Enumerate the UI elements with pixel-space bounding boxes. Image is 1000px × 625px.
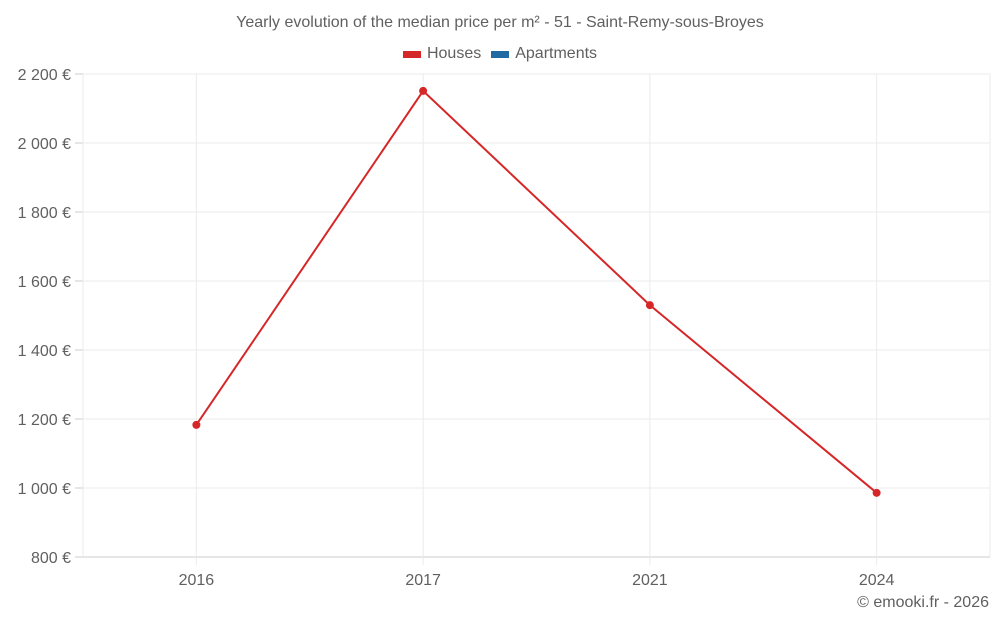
data-point-houses <box>192 420 201 429</box>
y-tick-label: 1 800 € <box>18 205 71 222</box>
legend-label-apartments: Apartments <box>515 45 598 62</box>
legend-item-houses[interactable]: Houses <box>402 45 482 63</box>
x-tick-label: 2021 <box>632 572 668 589</box>
y-tick-label: 1 200 € <box>18 412 71 429</box>
apartments-swatch-icon <box>491 50 510 58</box>
credit-text: © emooki.fr - 2026 <box>857 594 989 611</box>
data-point-houses <box>419 86 428 95</box>
y-tick-label: 800 € <box>31 550 71 567</box>
x-tick-label: 2016 <box>179 572 215 589</box>
legend-label-houses: Houses <box>426 45 482 62</box>
x-tick-label: 2024 <box>859 572 895 589</box>
x-tick-label: 2017 <box>405 572 441 589</box>
legend: Houses Apartments <box>0 45 1000 63</box>
y-tick-label: 2 200 € <box>18 67 71 84</box>
houses-swatch-icon <box>402 50 421 58</box>
y-tick-label: 1 600 € <box>18 274 71 291</box>
series-line-houses <box>195 89 878 494</box>
y-tick-label: 1 000 € <box>18 481 71 498</box>
data-point-houses <box>872 488 881 497</box>
y-tick-label: 2 000 € <box>18 136 71 153</box>
chart-title: Yearly evolution of the median price per… <box>236 14 764 31</box>
y-tick-label: 1 400 € <box>18 343 71 360</box>
legend-item-apartments[interactable]: Apartments <box>491 45 597 63</box>
data-point-houses <box>645 301 654 310</box>
